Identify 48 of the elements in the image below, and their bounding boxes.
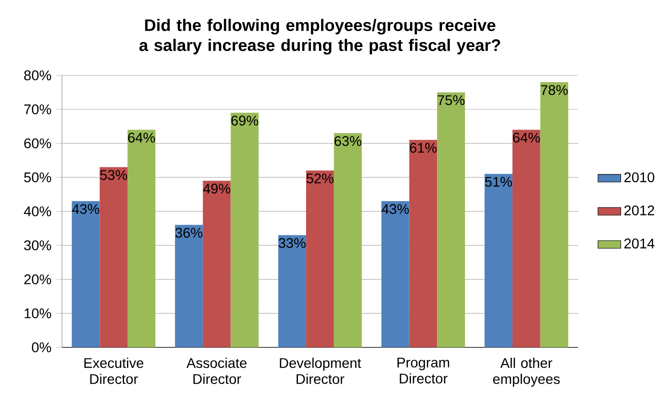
x-tick-label: Program Director (398, 358, 450, 384)
x-tick-label: Executive Director (84, 358, 144, 384)
data-label: 64% (513, 132, 540, 143)
bar (175, 224, 203, 348)
data-label: 43% (72, 204, 100, 214)
legend-label: 2010 (624, 172, 654, 182)
data-label: 49% (203, 184, 230, 194)
bar (381, 201, 410, 348)
data-label: 63% (334, 136, 362, 146)
bar (72, 201, 100, 348)
data-label: 53% (100, 170, 128, 180)
legend-label: 2014 (624, 238, 654, 248)
data-label: 43% (382, 204, 409, 214)
y-tick-label: 0% (32, 342, 52, 352)
x-tick-label: Associate Director (186, 358, 247, 384)
y-tick-label: 10% (24, 308, 52, 318)
bar (306, 170, 334, 348)
bar (278, 235, 306, 348)
y-tick-label: 60% (24, 138, 52, 148)
y-tick-label: 30% (24, 240, 52, 250)
bar (540, 82, 568, 348)
bar (128, 130, 156, 348)
bar (202, 180, 231, 348)
chart-title: Did the following employees/groups receive a salary increase during the past fiscal year? (139, 18, 500, 54)
x-tick-label: All other employees (493, 358, 560, 387)
bar (334, 133, 362, 348)
y-tick-label: 70% (24, 104, 52, 114)
data-label: 52% (306, 173, 334, 184)
bar (409, 140, 438, 348)
y-tick-label: 40% (24, 206, 52, 216)
x-tick-label: Development Director (280, 358, 362, 384)
y-tick-label: 50% (24, 172, 52, 182)
y-tick-label: 80% (24, 70, 52, 80)
bar (100, 167, 128, 348)
data-label: 51% (485, 176, 512, 187)
data-label: 64% (128, 132, 155, 143)
bar (484, 174, 512, 348)
bar (437, 92, 465, 348)
bar (230, 112, 259, 348)
data-label: 69% (231, 116, 258, 126)
data-label: 61% (410, 142, 437, 153)
data-label: 33% (278, 238, 306, 248)
data-label: 78% (540, 85, 568, 95)
data-label: 36% (175, 228, 202, 238)
data-label: 75% (438, 95, 465, 106)
legend-label: 2012 (624, 205, 654, 216)
bar (512, 130, 540, 348)
y-tick-label: 20% (24, 274, 52, 284)
